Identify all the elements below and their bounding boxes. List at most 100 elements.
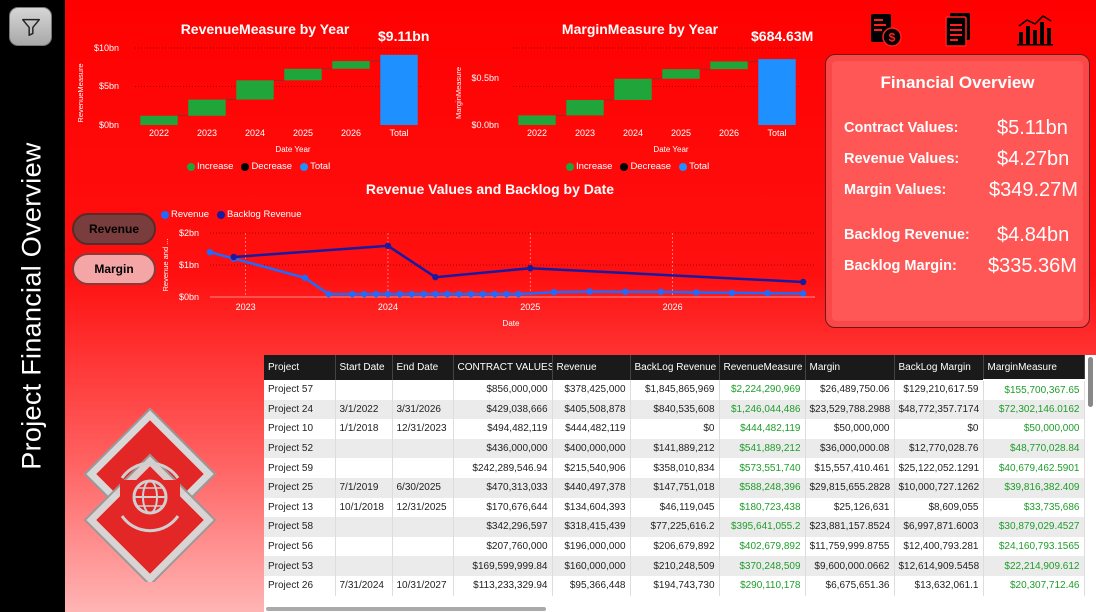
revenue-point[interactable] xyxy=(764,289,771,297)
column-header[interactable]: Project xyxy=(264,355,336,380)
column-header[interactable]: Revenue xyxy=(552,355,631,380)
revenue-point[interactable] xyxy=(361,290,368,298)
margin-values-value: $349.27M xyxy=(989,179,1078,201)
table-cell xyxy=(335,556,393,576)
revenue-point[interactable] xyxy=(467,290,475,298)
revenue-point[interactable] xyxy=(384,290,392,298)
table-row[interactable]: Project 25 7/1/2019 6/30/2025 $470,313,033 $… xyxy=(264,477,1085,498)
revenue-point[interactable] xyxy=(515,290,522,298)
backlog-point[interactable] xyxy=(230,253,237,261)
revenue-point[interactable] xyxy=(550,289,558,296)
table-cell: $436,000,000 xyxy=(453,438,553,459)
backlog-margin-label: Backlog Margin: xyxy=(844,258,957,274)
revenue-point[interactable] xyxy=(693,289,700,296)
financial-overview-title: Financial Overview xyxy=(880,73,1035,92)
table-row[interactable]: Project 13 10/1/2018 12/31/2025 $170,676,64… xyxy=(264,497,1085,518)
table-row[interactable]: Project 56 $207,760,000 $196,000,000 $206,6… xyxy=(264,536,1085,557)
contract-values-value: $5.11bn xyxy=(997,117,1068,139)
revenue-point[interactable] xyxy=(408,290,415,298)
margin-toggle-button[interactable]: Margin xyxy=(72,253,156,285)
table-cell: 7/1/2019 xyxy=(335,477,393,498)
increase-bar[interactable] xyxy=(236,80,274,100)
revenue-point[interactable] xyxy=(372,290,380,298)
table-cell: $318,415,439 xyxy=(552,517,631,537)
column-header[interactable]: RevenueMeasure xyxy=(719,355,806,380)
total-bar[interactable] xyxy=(758,59,796,125)
bar-chart-icon[interactable] xyxy=(1015,12,1055,48)
column-header[interactable]: End Date xyxy=(392,355,454,380)
revenue-point[interactable] xyxy=(799,290,807,297)
line-x-axis-label: Date xyxy=(503,319,520,328)
table-cell: Project 10 xyxy=(264,419,336,439)
revenue-point[interactable] xyxy=(491,290,498,298)
filter-button[interactable] xyxy=(9,7,52,46)
table-cell: Project 58 xyxy=(264,517,336,537)
revenue-point[interactable] xyxy=(657,288,664,296)
sidebar: Project Financial Overview xyxy=(0,0,65,612)
increase-bar[interactable] xyxy=(662,69,700,79)
revenue-point[interactable] xyxy=(479,290,487,298)
increase-bar[interactable] xyxy=(710,61,748,70)
table-cell: $400,000,000 xyxy=(552,438,631,459)
table-row[interactable]: Project 52 $436,000,000 $400,000,000 $141,8… xyxy=(264,438,1085,459)
table-header-row: Project Start Date End Date CONTRACT VALUES… xyxy=(264,355,1085,381)
invoice-dollar-icon[interactable]: $ xyxy=(865,12,905,48)
table-cell: 12/31/2023 xyxy=(392,419,454,439)
table-row[interactable]: Project 26 7/31/2024 10/31/2027 $113,233,32… xyxy=(264,575,1085,596)
increase-bar[interactable] xyxy=(614,78,652,100)
revenue-point[interactable] xyxy=(432,290,439,298)
revenue-point[interactable] xyxy=(455,290,463,298)
column-header[interactable]: Margin xyxy=(805,355,895,380)
revenue-point[interactable] xyxy=(621,288,629,296)
revenue-point[interactable] xyxy=(349,290,356,298)
document-icon[interactable] xyxy=(938,12,978,48)
backlog-point[interactable] xyxy=(432,273,439,281)
revenue-point[interactable] xyxy=(325,290,332,298)
revenue-y-axis-label: RevenueMeasure xyxy=(76,63,85,122)
increase-bar[interactable] xyxy=(566,99,604,116)
table-row[interactable]: Project 10 1/1/2018 12/31/2023 $494,482,119… xyxy=(264,419,1085,439)
table-row[interactable]: Project 57 $856,000,000 $378,425,000 $1,845… xyxy=(264,380,1085,400)
increase-bar[interactable] xyxy=(332,61,370,69)
increase-bar[interactable] xyxy=(188,99,226,116)
table-cell: $1,845,865,969 xyxy=(630,380,720,400)
table-cell: $444,482,119 xyxy=(719,419,806,439)
revenue-point[interactable] xyxy=(396,290,404,298)
column-header[interactable]: BackLog Revenue xyxy=(630,355,720,380)
revenue-point[interactable] xyxy=(586,288,593,295)
column-header[interactable]: Start Date xyxy=(335,355,393,380)
column-header[interactable]: MarginMeasure xyxy=(983,355,1085,381)
table-row[interactable]: Project 59 $242,289,546.94 $215,540,906 $35… xyxy=(264,458,1085,478)
table-row[interactable]: Project 53 $169,599,999.84 $160,000,000 $21… xyxy=(264,556,1085,576)
table-cell: $196,000,000 xyxy=(552,536,631,557)
revenue-point[interactable] xyxy=(206,249,214,256)
column-header[interactable]: BackLog Margin xyxy=(894,355,984,380)
revenue-toggle-button[interactable]: Revenue xyxy=(72,213,156,245)
increase-bar[interactable] xyxy=(284,68,322,81)
total-bar[interactable] xyxy=(380,54,418,126)
increase-bar[interactable] xyxy=(518,115,556,125)
backlog-point[interactable] xyxy=(527,265,534,272)
table-cell: $9,600,000.0662 xyxy=(805,556,895,576)
backlog-point[interactable] xyxy=(384,242,392,249)
revenue-point[interactable] xyxy=(503,290,510,298)
table-cell: $342,296,597 xyxy=(453,517,553,537)
horizontal-scrollbar[interactable] xyxy=(266,607,546,611)
revenue-point[interactable] xyxy=(301,274,309,281)
vertical-scrollbar[interactable] xyxy=(1088,357,1093,407)
revenue-point[interactable] xyxy=(444,290,451,298)
legend-total: Total xyxy=(679,161,709,172)
table-cell: Project 25 xyxy=(264,477,336,498)
x-tick-label: 2024 xyxy=(378,302,398,312)
table-cell: $856,000,000 xyxy=(453,380,553,400)
table-cell: $20,307,712.46 xyxy=(983,575,1085,596)
revenue-point[interactable] xyxy=(728,289,736,297)
column-header[interactable]: CONTRACT VALUES xyxy=(453,355,553,380)
table-row[interactable]: Project 24 3/1/2022 3/31/2026 $429,038,666 $… xyxy=(264,399,1085,420)
revenue-point[interactable] xyxy=(420,290,427,298)
table-cell xyxy=(335,458,393,478)
backlog-point[interactable] xyxy=(799,278,807,286)
increase-bar[interactable] xyxy=(140,115,178,125)
table-cell: Project 13 xyxy=(264,497,336,518)
table-row[interactable]: Project 58 $342,296,597 $318,415,439 $77,22… xyxy=(264,517,1085,537)
